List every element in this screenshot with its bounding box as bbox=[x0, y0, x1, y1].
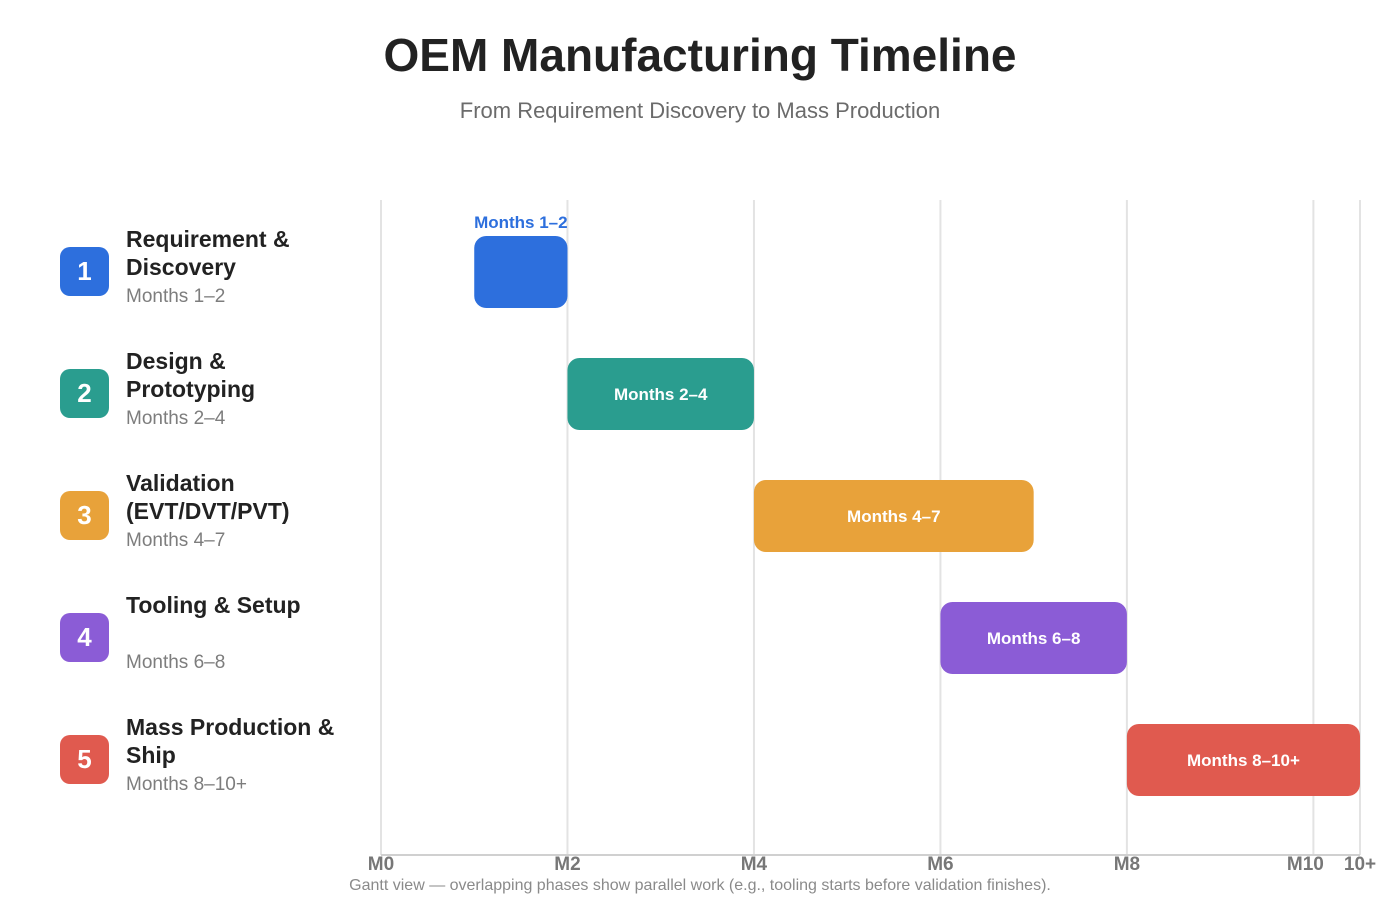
bar-label: Months 4–7 bbox=[847, 507, 941, 526]
phase-name: Mass Production & Ship bbox=[126, 714, 335, 768]
phase-name: Design & Prototyping bbox=[126, 348, 256, 402]
phase-number-badge: 4 bbox=[60, 613, 109, 662]
gantt-bar bbox=[567, 358, 754, 430]
x-tick-label: M4 bbox=[741, 854, 768, 875]
phase-period: Months 2–4 bbox=[126, 408, 226, 429]
bar-label: Months 8–10+ bbox=[1187, 751, 1300, 770]
phase-period: Months 6–8 bbox=[126, 652, 226, 673]
chart-title: OEM Manufacturing Timeline bbox=[383, 29, 1017, 81]
x-tick-label: M6 bbox=[927, 854, 953, 875]
phase-name: Requirement & Discovery bbox=[126, 226, 290, 280]
x-tick-label: 10+ bbox=[1344, 854, 1376, 875]
gantt-bar bbox=[753, 480, 1034, 552]
phase-row-2: 2 Design & Prototyping Months 2–4 bbox=[60, 347, 350, 447]
phase-period: Months 1–2 bbox=[126, 286, 226, 307]
x-tick-label: M8 bbox=[1114, 854, 1140, 875]
phase-name: Validation (EVT/DVT/PVT) bbox=[126, 470, 290, 524]
gantt-bar bbox=[1126, 724, 1360, 796]
x-tick-label: M0 bbox=[368, 854, 394, 875]
phase-period: Months 4–7 bbox=[126, 530, 226, 551]
gantt-bar bbox=[474, 236, 568, 308]
phase-period: Months 8–10+ bbox=[126, 774, 247, 795]
bar-label: Months 2–4 bbox=[614, 385, 708, 404]
phase-row-5: 5 Mass Production & Ship Months 8–10+ bbox=[60, 713, 350, 813]
chart-footnote: Gantt view — overlapping phases show par… bbox=[349, 877, 1051, 894]
x-tick-label: M10 bbox=[1287, 854, 1324, 875]
x-tick-label: M2 bbox=[554, 854, 580, 875]
phase-row-4: 4 Tooling & Setup Months 6–8 bbox=[60, 591, 350, 691]
bar-label: Months 6–8 bbox=[987, 629, 1081, 648]
phase-number-badge: 5 bbox=[60, 735, 109, 784]
phase-number-badge: 1 bbox=[60, 247, 109, 296]
phase-row-1: 1 Requirement & Discovery Months 1–2 bbox=[60, 225, 350, 325]
phase-number-badge: 2 bbox=[60, 369, 109, 418]
phase-number-badge: 3 bbox=[60, 491, 109, 540]
phase-name: Tooling & Setup bbox=[126, 592, 301, 618]
chart-subtitle: From Requirement Discovery to Mass Produ… bbox=[459, 98, 941, 123]
phase-row-3: 3 Validation (EVT/DVT/PVT) Months 4–7 bbox=[60, 469, 350, 569]
gantt-bar bbox=[940, 602, 1127, 674]
bar-label: Months 1–2 bbox=[474, 213, 568, 232]
